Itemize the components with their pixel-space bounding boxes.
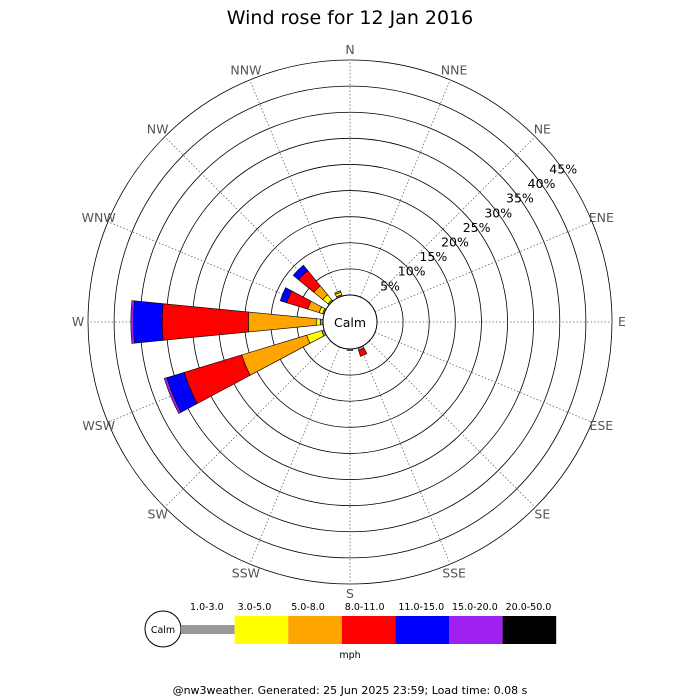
legend-bin-label: 20.0-50.0 [506,602,552,613]
direction-label: WNW [82,210,116,225]
petal-segment [133,300,164,344]
legend-bin-label: 3.0-5.0 [238,602,272,613]
direction-label: SSE [442,565,466,580]
ring-label: 25% [463,220,491,235]
direction-label: NNW [230,63,261,78]
petal-segment [130,300,135,344]
grid-spoke [374,221,593,313]
legend-bin-label: 8.0-11.0 [345,602,385,613]
direction-label: ESE [589,418,613,433]
legend-bin-label: 1.0-3.0 [190,602,224,613]
legend-bin-label: 15.0-20.0 [452,602,498,613]
grid-spoke [359,346,451,565]
grid-spoke [374,331,593,423]
petal-segment [161,303,250,341]
petal-segment [241,334,311,376]
direction-label: N [345,42,354,57]
legend-bin-label: 5.0-8.0 [291,602,325,613]
grid-spoke [368,136,536,304]
petal-segment [163,377,182,414]
petal-segment [315,318,321,326]
legend-swatch [181,625,235,634]
legend-calm-label: Calm [151,625,175,636]
direction-label: NW [147,122,169,137]
axis-labels: N NNE NE ENE E ESE SE SSE S SSW SW WSW W WNW NW NNW 5%10… [72,42,626,601]
speed-legend: Calm mph 1.0-3.0 3.0-5.0 5.0-8.0 8.0-11.0 11… [144,602,557,661]
petal-segment [292,264,309,281]
calm-circle: Calm [322,294,378,350]
legend-swatch [341,616,396,644]
grid-spoke [368,340,536,508]
legend-units: mph [339,650,360,661]
grid-spoke [359,79,451,298]
direction-label: W [72,314,84,329]
legend-swatch [288,616,342,644]
petal-segment [358,347,368,357]
ring-label: 45% [549,161,577,176]
grid-spoke [249,346,341,565]
ring-label: 20% [441,234,469,249]
ring-label: 30% [484,205,512,220]
ring-label: 10% [398,264,426,279]
chart-title: Wind rose for 12 Jan 2016 [227,7,474,29]
ring-label: 40% [528,176,556,191]
petal-segment [183,354,251,404]
grid-ring [113,85,587,559]
direction-label: E [618,314,626,329]
direction-label: SSW [232,565,260,580]
direction-label: NE [534,122,551,137]
direction-label: NNE [441,63,468,78]
direction-label: S [346,586,354,601]
calm-label: Calm [334,315,366,330]
ring-label: 15% [419,249,447,264]
direction-label: ENE [589,210,614,225]
legend-bin-label: 11.0-15.0 [398,602,444,613]
ring-label: 5% [380,278,400,293]
legend-swatch [502,616,557,644]
direction-label: SE [534,506,550,521]
direction-label: WSW [82,418,115,433]
petal-segment [334,290,342,295]
ring-label: 35% [506,191,534,206]
legend-swatch [395,616,449,644]
grid-spoke [249,79,341,298]
petal-segment [248,311,317,333]
grid-spoke [164,340,332,508]
wind-petals [130,264,368,414]
footer-text: @nw3weather. Generated: 25 Jun 2025 23:5… [173,684,528,697]
petal-segment [279,287,293,304]
legend-swatch [234,616,289,644]
direction-label: SW [148,506,168,521]
legend-swatch [449,616,503,644]
